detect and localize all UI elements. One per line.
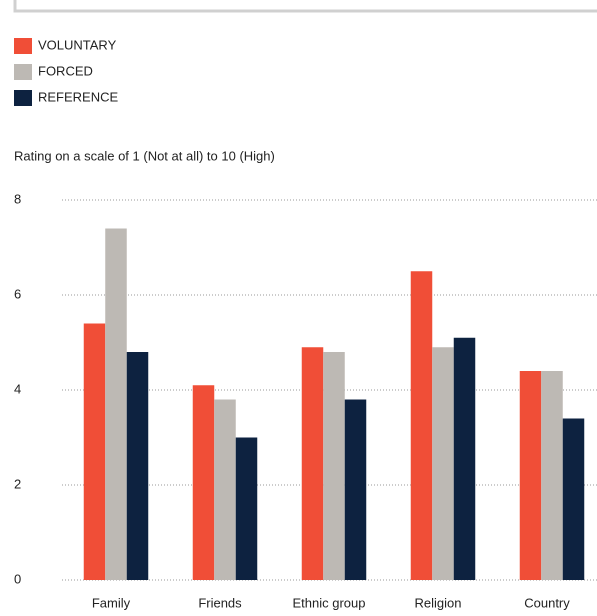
- bar: [432, 347, 454, 580]
- bar: [541, 371, 563, 580]
- bar: [192, 385, 215, 580]
- y-tick-label: 6: [14, 286, 21, 301]
- bar: [214, 399, 236, 580]
- x-tick-label: Ethnic group: [293, 595, 366, 610]
- bar: [105, 228, 127, 580]
- legend-swatch: [14, 38, 32, 54]
- x-tick-label: Country: [524, 595, 570, 610]
- x-tick-label: Friends: [198, 595, 242, 610]
- bar: [344, 399, 367, 580]
- y-tick-label: 8: [14, 191, 21, 206]
- x-tick-label: Family: [92, 595, 131, 610]
- bar: [235, 437, 258, 580]
- bar: [410, 271, 433, 580]
- legend-label: REFERENCE: [38, 89, 119, 104]
- legend-swatch: [14, 64, 32, 80]
- bar: [83, 323, 106, 580]
- bar: [301, 347, 324, 580]
- chart-subtitle: Rating on a scale of 1 (Not at all) to 1…: [14, 148, 275, 163]
- bar: [453, 337, 476, 580]
- x-tick-label: Religion: [415, 595, 462, 610]
- bar: [562, 418, 585, 580]
- legend-swatch: [14, 90, 32, 106]
- y-tick-label: 2: [14, 476, 21, 491]
- bar: [323, 352, 345, 580]
- y-tick-label: 4: [14, 381, 21, 396]
- bar: [519, 371, 542, 580]
- y-tick-label: 0: [14, 571, 21, 586]
- legend-label: VOLUNTARY: [38, 37, 117, 52]
- bar: [126, 352, 149, 580]
- frame-corner: [13, 0, 597, 13]
- legend-label: FORCED: [38, 63, 93, 78]
